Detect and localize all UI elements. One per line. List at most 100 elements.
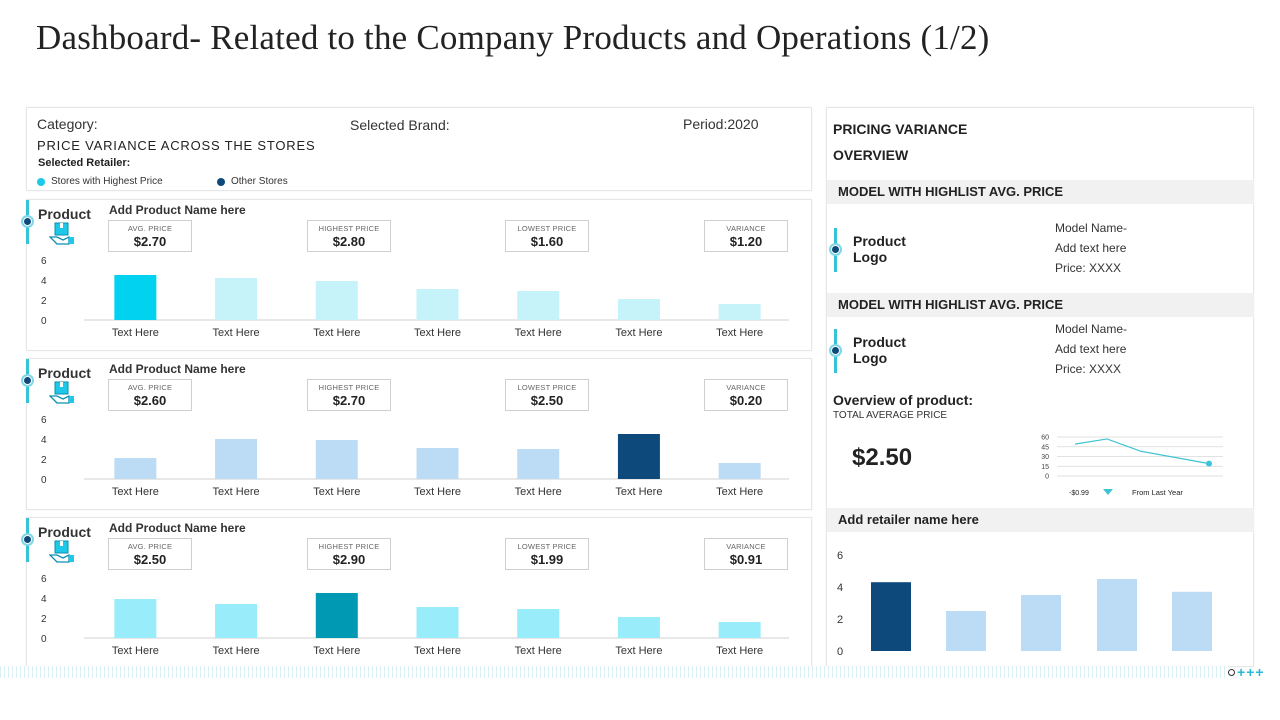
avg-price-stat: AVG. PRICE $2.60 bbox=[108, 379, 192, 411]
bar bbox=[517, 449, 560, 479]
legend-dot-icon bbox=[217, 177, 225, 186]
bar bbox=[871, 582, 911, 651]
selected-retailer-label: Selected Retailer: bbox=[38, 157, 131, 169]
x-tick-label: Text Here bbox=[313, 327, 360, 339]
page-title: Dashboard- Related to the Company Produc… bbox=[36, 18, 990, 57]
bar bbox=[416, 607, 459, 638]
stat-label: HIGHEST PRICE bbox=[318, 224, 380, 233]
stat-label: HIGHEST PRICE bbox=[318, 542, 380, 551]
filter-header-card: Category: Selected Brand: Period:2020 PR… bbox=[26, 107, 812, 191]
bar bbox=[215, 439, 258, 479]
y-tick-label: 4 bbox=[837, 582, 843, 594]
stat-value: $2.70 bbox=[133, 234, 167, 249]
highest-price-stat: HIGHEST PRICE $2.80 bbox=[307, 220, 391, 252]
y-tick-label: 4 bbox=[41, 594, 47, 605]
bar bbox=[617, 434, 660, 479]
product-1-bar-chart: 0 2 4 6 Text Here Text Here Text Here Text Here… bbox=[41, 256, 789, 339]
x-tick-label: Text Here bbox=[515, 486, 562, 498]
stat-label: VARIANCE bbox=[726, 383, 766, 392]
model-price: Price: XXXX bbox=[1055, 261, 1122, 275]
variance-stat: VARIANCE $0.91 bbox=[704, 538, 788, 570]
logo-text: Product bbox=[853, 233, 906, 249]
bar bbox=[215, 604, 258, 638]
product-logo-placeholder: Product Logo bbox=[853, 233, 906, 265]
plus-icon: + bbox=[1246, 664, 1255, 680]
model-price: Price: XXXX bbox=[1055, 362, 1122, 376]
x-tick-label: Text Here bbox=[615, 327, 662, 339]
product-name: Add Product Name here bbox=[109, 203, 246, 217]
product-panel-2: Product Add Product Name here AVG. PRICE… bbox=[21, 358, 812, 510]
y-tick-label: 60 bbox=[1041, 435, 1049, 442]
x-tick-label: Text Here bbox=[414, 645, 461, 657]
x-tick-label: Text Here bbox=[515, 645, 562, 657]
timeline-knob-icon bbox=[21, 533, 34, 546]
model-text: Add text here bbox=[1055, 241, 1127, 255]
product-2-bar-chart: 0 2 4 6 Text Here Text Here Text Here Text Here… bbox=[41, 415, 789, 498]
model-name: Model Name- bbox=[1055, 221, 1128, 235]
down-arrow-icon bbox=[1103, 489, 1113, 495]
total-average-label: TOTAL AVERAGE PRICE bbox=[833, 410, 948, 421]
stat-value: $2.80 bbox=[332, 234, 366, 249]
product-panel-3: Product Add Product Name here AVG. PRICE… bbox=[21, 517, 812, 669]
model-text: Add text here bbox=[1055, 342, 1127, 356]
y-tick-label: 2 bbox=[41, 455, 47, 466]
product-logo-placeholder: Product Logo bbox=[853, 334, 906, 366]
y-tick-label: 0 bbox=[41, 475, 47, 486]
product-label: Product bbox=[38, 365, 91, 381]
change-label: From Last Year bbox=[1132, 488, 1183, 497]
bar bbox=[114, 458, 157, 479]
bar bbox=[1172, 591, 1212, 651]
logo-text: Product bbox=[853, 334, 906, 350]
bar bbox=[1097, 579, 1137, 651]
section-title: PRICE VARIANCE ACROSS THE STORES bbox=[37, 138, 316, 153]
stat-label: LOWEST PRICE bbox=[517, 383, 577, 392]
stat-label: HIGHEST PRICE bbox=[318, 383, 380, 392]
lowest-price-stat: LOWEST PRICE $1.60 bbox=[505, 220, 589, 252]
y-tick-label: 4 bbox=[41, 435, 47, 446]
stat-label: AVG. PRICE bbox=[127, 383, 173, 392]
variance-stat: VARIANCE $1.20 bbox=[704, 220, 788, 252]
bar bbox=[718, 622, 761, 638]
product-3-bar-chart: 0 2 4 6 Text Here Text Here Text Here Text Here… bbox=[41, 574, 789, 657]
circle-icon bbox=[1228, 668, 1235, 676]
change-value: -$0.99 bbox=[1069, 490, 1089, 497]
y-tick-label: 6 bbox=[41, 256, 47, 267]
x-tick-label: Text Here bbox=[615, 645, 662, 657]
highest-price-stat: HIGHEST PRICE $2.90 bbox=[307, 538, 391, 570]
stat-value: $1.20 bbox=[729, 234, 763, 249]
bar bbox=[215, 278, 258, 320]
bar bbox=[114, 275, 157, 320]
stat-value: $1.60 bbox=[530, 234, 564, 249]
y-tick-label: 0 bbox=[41, 634, 47, 645]
bar bbox=[617, 617, 660, 638]
y-tick-label: 15 bbox=[1041, 464, 1049, 471]
retailer-band: Add retailer name here bbox=[827, 508, 1254, 532]
highest-price-stat: HIGHEST PRICE $2.70 bbox=[307, 379, 391, 411]
stat-label: AVG. PRICE bbox=[127, 542, 173, 551]
stat-value: $2.50 bbox=[530, 393, 564, 408]
lowest-price-stat: LOWEST PRICE $2.50 bbox=[505, 379, 589, 411]
model-band-1: MODEL WITH HIGHLIST AVG. PRICE bbox=[827, 180, 1254, 204]
bar bbox=[416, 289, 459, 320]
product-box-hand-icon bbox=[49, 381, 74, 404]
retailer-bar-chart: 0 2 4 6 bbox=[837, 550, 1212, 658]
logo-text: Logo bbox=[853, 249, 888, 265]
bar bbox=[617, 299, 660, 320]
x-tick-label: Text Here bbox=[112, 327, 159, 339]
bar bbox=[315, 593, 358, 638]
y-tick-label: 2 bbox=[41, 296, 47, 307]
stat-value: $2.60 bbox=[133, 393, 167, 408]
model-info-1: Model Name- Add text here Price: XXXX bbox=[1055, 218, 1127, 278]
product-box-hand-icon bbox=[49, 540, 74, 563]
plus-icon: + bbox=[1237, 664, 1246, 680]
y-tick-label: 0 bbox=[1045, 474, 1049, 481]
stat-label: AVG. PRICE bbox=[127, 224, 173, 233]
y-tick-label: 45 bbox=[1041, 444, 1049, 451]
category-label: Category: bbox=[37, 116, 98, 132]
stat-value: $1.99 bbox=[530, 552, 564, 567]
x-tick-label: Text Here bbox=[716, 486, 763, 498]
bar bbox=[517, 291, 560, 320]
product-label: Product bbox=[38, 206, 91, 222]
stat-value: $0.20 bbox=[729, 393, 763, 408]
trend-line bbox=[1074, 438, 1210, 465]
